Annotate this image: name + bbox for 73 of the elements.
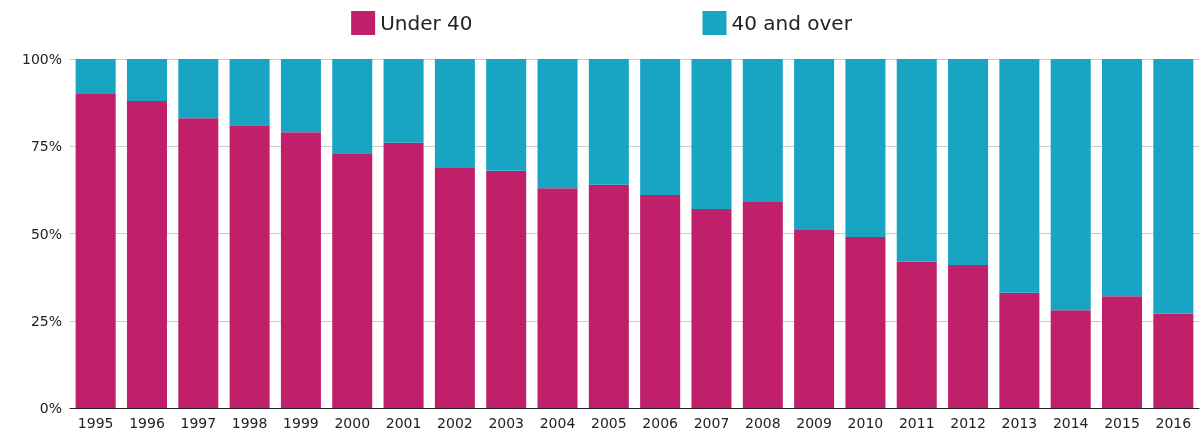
bar	[126, 100, 167, 408]
x-tick-label: 2000	[334, 415, 371, 431]
x-tick-label: 2006	[642, 415, 679, 431]
x-tick-label: 2003	[488, 415, 525, 431]
y-tick-label: 25%	[30, 312, 62, 329]
bar	[896, 261, 937, 408]
bar	[640, 59, 681, 196]
x-tick-label: 2012	[950, 415, 986, 431]
legend-label: 40 and over	[731, 11, 853, 35]
bar	[537, 188, 578, 408]
y-tick-label: 50%	[30, 225, 62, 242]
bar	[332, 153, 373, 408]
bar	[794, 59, 835, 231]
x-tick-label: 2001	[385, 415, 422, 431]
bar	[229, 59, 270, 126]
bar	[434, 59, 475, 168]
bar	[383, 142, 424, 408]
bar	[691, 59, 732, 210]
bar	[1050, 59, 1091, 311]
bar	[742, 202, 783, 408]
x-tick-label: 2009	[796, 415, 832, 431]
bar	[280, 132, 321, 408]
bar	[75, 59, 116, 94]
bar	[1102, 296, 1143, 408]
bar	[280, 59, 321, 133]
y-tick-label: 100%	[21, 51, 62, 67]
y-tick-label: 0%	[39, 400, 62, 416]
x-tick-label: 1997	[180, 415, 217, 431]
x-tick-label: 2004	[539, 415, 576, 431]
bar	[999, 292, 1040, 408]
bar	[383, 59, 424, 143]
x-tick-label: 1998	[231, 415, 268, 431]
bar	[537, 59, 578, 189]
bar	[845, 59, 886, 237]
bar	[794, 230, 835, 408]
x-tick-label: 1999	[283, 415, 319, 431]
bar	[229, 125, 270, 408]
bar	[742, 59, 783, 203]
bar	[486, 59, 527, 171]
x-tick-label: 2013	[1001, 415, 1038, 431]
x-tick-label: 2005	[591, 415, 627, 431]
bar	[126, 59, 167, 101]
bar	[1153, 313, 1194, 408]
bar	[178, 59, 219, 119]
bar	[434, 167, 475, 408]
bar	[178, 118, 219, 408]
bar	[588, 184, 629, 408]
bar	[691, 209, 732, 408]
x-tick-label: 2007	[693, 415, 730, 431]
x-tick-label: 2016	[1155, 415, 1192, 431]
legend-label: Under 40	[380, 11, 473, 35]
x-tick-label: 2014	[1052, 415, 1089, 431]
x-tick-label: 1995	[77, 415, 114, 431]
bar	[845, 236, 886, 408]
x-tick-label: 2008	[744, 415, 781, 431]
bar	[332, 59, 373, 154]
x-tick-label: 2002	[437, 415, 473, 431]
bar	[896, 59, 937, 262]
x-tick-label: 2011	[898, 415, 935, 431]
bar	[640, 195, 681, 408]
bar	[1050, 310, 1091, 408]
y-tick-label: 75%	[30, 138, 62, 155]
bar	[75, 93, 116, 408]
bar	[999, 59, 1040, 293]
bar	[588, 59, 629, 185]
bar	[486, 170, 527, 408]
bar	[1153, 59, 1194, 314]
x-tick-label: 2010	[847, 415, 884, 431]
x-tick-label: 2015	[1104, 415, 1140, 431]
x-tick-label: 1996	[129, 415, 165, 431]
bar	[948, 264, 989, 408]
bar	[1102, 59, 1143, 297]
bar	[948, 59, 989, 265]
